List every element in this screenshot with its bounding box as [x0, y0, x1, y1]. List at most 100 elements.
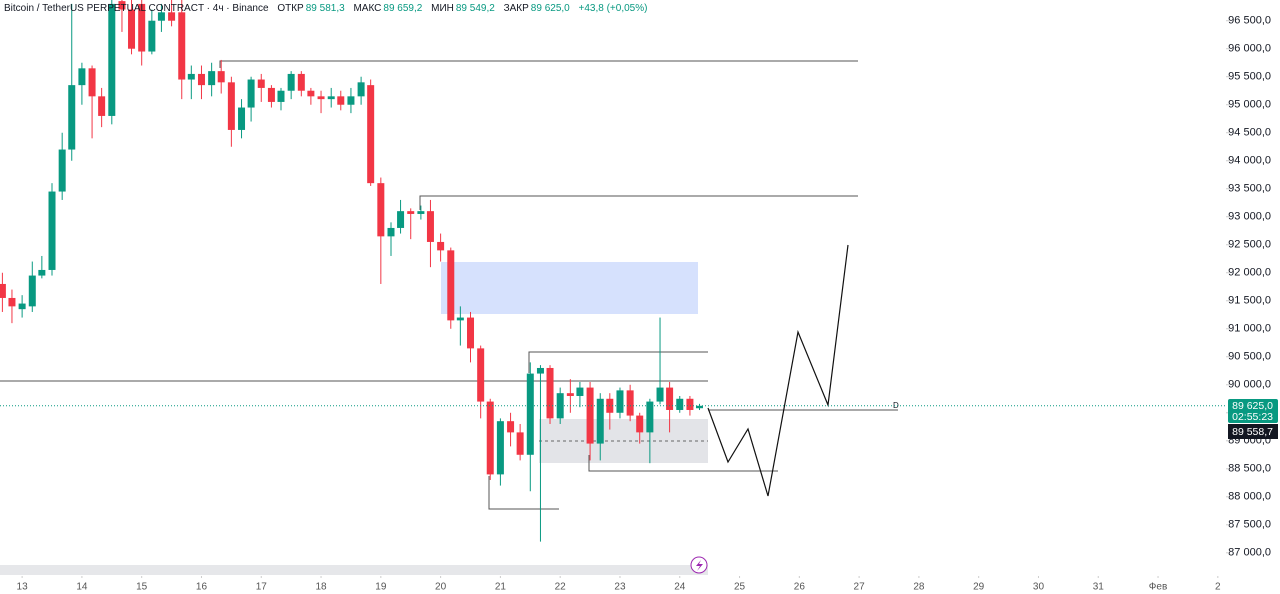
candle-body	[546, 367, 554, 419]
ohlc-value: 89 581,3	[305, 3, 345, 14]
x-tick-label: 2	[1215, 582, 1221, 593]
candle-body	[98, 96, 106, 116]
candle-body	[397, 211, 405, 228]
candle-body	[267, 87, 275, 102]
y-tick-label: 94 500,0	[1228, 127, 1271, 139]
cursor-price-box	[1228, 424, 1278, 439]
candle-body	[626, 390, 634, 416]
ohlc-label: ЗАКР	[503, 3, 529, 14]
x-tick-label: 29	[973, 582, 985, 593]
candle-body	[178, 12, 186, 80]
candle-body	[447, 250, 455, 321]
candle-body	[347, 96, 355, 105]
candle-body	[58, 149, 66, 192]
candle-body	[646, 401, 654, 433]
candle-body	[157, 12, 165, 21]
y-tick-label: 88 500,0	[1228, 463, 1271, 475]
candle-body	[695, 405, 703, 409]
ohlc-label: ОТКР	[277, 3, 304, 14]
candle-body	[247, 79, 255, 108]
x-tick-label: 28	[913, 582, 925, 593]
y-tick-label: 92 500,0	[1228, 239, 1271, 251]
y-tick-label: 93 500,0	[1228, 183, 1271, 195]
y-tick-label: 90 500,0	[1228, 351, 1271, 363]
y-tick-label: 87 500,0	[1228, 519, 1271, 531]
candle-body	[686, 398, 694, 410]
candle-body	[187, 73, 195, 80]
y-tick-label: 94 000,0	[1228, 155, 1271, 167]
y-tick-label: 95 000,0	[1228, 99, 1271, 111]
x-tick-label: 20	[435, 582, 447, 593]
cursor-price-label: 89 558,7	[1232, 426, 1273, 438]
x-tick-label: 22	[555, 582, 567, 593]
candle-body	[168, 12, 176, 21]
candle-body	[277, 90, 285, 102]
candle-body	[238, 107, 246, 130]
candle-body	[337, 96, 345, 105]
zone-box	[441, 262, 698, 314]
x-tick-label: 27	[854, 582, 866, 593]
candle-body	[217, 71, 225, 83]
candle-body	[227, 82, 235, 130]
candle-body	[148, 20, 156, 52]
candle-body	[586, 387, 594, 444]
projection-path	[707, 244, 849, 497]
candle-body	[28, 275, 36, 307]
candle-body	[616, 390, 624, 413]
y-tick-label: 96 000,0	[1228, 43, 1271, 55]
candle-body	[407, 211, 415, 214]
candle-body	[477, 348, 485, 402]
level-line	[219, 60, 858, 68]
candle-body	[377, 183, 385, 237]
x-tick-label: 23	[614, 582, 626, 593]
candle-body	[496, 421, 504, 475]
x-tick-label: 16	[196, 582, 208, 593]
candle-body	[666, 387, 674, 410]
candle-body	[108, 3, 116, 116]
candle-body	[317, 96, 325, 100]
candle-body	[437, 241, 445, 251]
x-tick-label: 24	[674, 582, 686, 593]
countdown-label: 02:55:23	[1232, 411, 1273, 423]
candle-body	[566, 393, 574, 396]
candle-body	[138, 3, 146, 52]
annotation-label: D	[893, 401, 899, 410]
candle-body	[8, 297, 16, 307]
y-tick-label: 91 000,0	[1228, 323, 1271, 335]
x-tick-label: 26	[794, 582, 806, 593]
candle-body	[78, 68, 86, 86]
candle-body	[357, 82, 365, 97]
y-tick-label: 87 000,0	[1228, 547, 1271, 559]
candle-body	[18, 303, 26, 310]
candle-body	[128, 9, 136, 49]
x-tick-label: 25	[734, 582, 746, 593]
x-tick-label: 17	[256, 582, 268, 593]
candle-body	[307, 90, 315, 97]
ohlc-label: МАКС	[353, 3, 382, 14]
x-tick-label: 30	[1033, 582, 1045, 593]
candle-body	[656, 387, 664, 402]
last-price-box	[1228, 399, 1278, 423]
candle-body	[426, 211, 434, 242]
candle-body	[526, 373, 534, 455]
candle-body	[367, 85, 375, 184]
alert-icon-bolt	[696, 560, 703, 571]
y-tick-label: 96 500,0	[1228, 15, 1271, 27]
scrollbar	[0, 565, 708, 575]
candle-body	[467, 317, 475, 349]
candle-body	[486, 401, 494, 475]
last-price-label: 89 625,0	[1232, 400, 1273, 412]
y-tick-label: 90 000,0	[1228, 379, 1271, 391]
x-tick-label: Фев	[1149, 582, 1167, 593]
candle-body	[297, 73, 305, 91]
candle-body	[516, 432, 524, 455]
ohlc-value: 89 549,2	[455, 3, 495, 14]
candle-body	[257, 79, 265, 88]
level-line	[528, 351, 708, 373]
x-tick-label: 18	[315, 582, 327, 593]
candle-body	[417, 211, 425, 214]
candle-body	[0, 283, 6, 298]
candle-body	[68, 85, 76, 150]
ohlc-label: МИН	[431, 3, 454, 14]
